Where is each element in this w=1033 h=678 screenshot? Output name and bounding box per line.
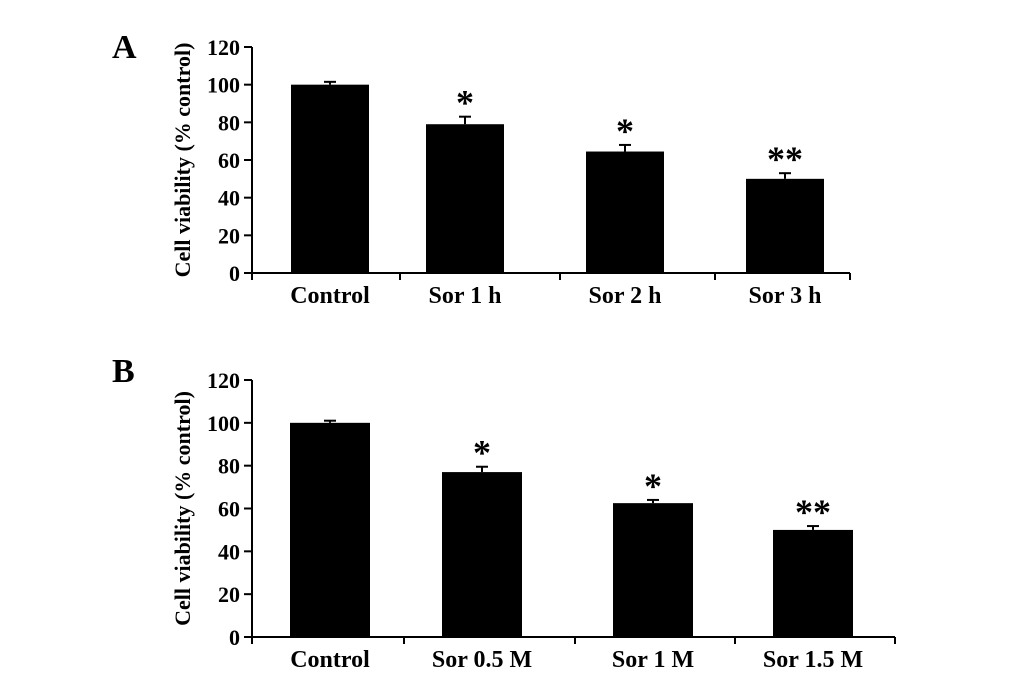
x-tick-label: Sor 0.5 M	[432, 647, 532, 673]
x-tick-label: Sor 1 M	[612, 647, 694, 673]
bar	[290, 422, 370, 637]
y-tick-label: 60	[218, 497, 240, 522]
bar	[613, 503, 693, 637]
y-axis-title: Cell viability (% control)	[170, 391, 195, 626]
bar	[442, 472, 522, 637]
significance-marker: **	[767, 139, 803, 179]
x-tick-label: Sor 1.5 M	[763, 647, 863, 673]
y-tick-label: 120	[207, 368, 240, 393]
bar	[746, 178, 824, 273]
x-tick-label: Sor 2 h	[589, 283, 662, 309]
bar	[291, 84, 369, 274]
significance-marker: *	[644, 466, 662, 506]
y-tick-label: 20	[218, 223, 240, 248]
y-tick-label: 20	[218, 582, 240, 607]
bar	[426, 124, 504, 273]
significance-marker: *	[616, 111, 634, 151]
x-tick-label: Control	[290, 283, 370, 309]
y-tick-label: 0	[229, 625, 240, 650]
y-tick-label: 100	[207, 73, 240, 98]
bar	[773, 529, 853, 637]
y-tick-label: 60	[218, 148, 240, 173]
y-tick-label: 40	[218, 186, 240, 211]
x-tick-label: Sor 3 h	[749, 283, 822, 309]
panel-label: A	[112, 29, 137, 66]
significance-marker: **	[795, 492, 831, 532]
y-axis-title: Cell viability (% control)	[170, 43, 195, 278]
panel-b: B 0 20 40 60 80 100 120 Cell viability (% contro…	[112, 353, 896, 673]
y-tick-label: 80	[218, 454, 240, 479]
y-tick-label: 0	[229, 261, 240, 286]
bar	[586, 151, 664, 273]
y-tick-label: 40	[218, 539, 240, 564]
y-tick-label: 120	[207, 35, 240, 60]
panel-label: B	[112, 353, 135, 390]
y-tick-label: 100	[207, 411, 240, 436]
x-tick-label: Control	[290, 647, 370, 673]
significance-marker: *	[456, 83, 474, 123]
y-tick-label: 80	[218, 110, 240, 135]
panel-a: A 0 20 40 60 80 100 120 Cell viability (% contro…	[112, 29, 851, 309]
x-tick-label: Sor 1 h	[429, 283, 502, 309]
significance-marker: *	[473, 433, 491, 473]
